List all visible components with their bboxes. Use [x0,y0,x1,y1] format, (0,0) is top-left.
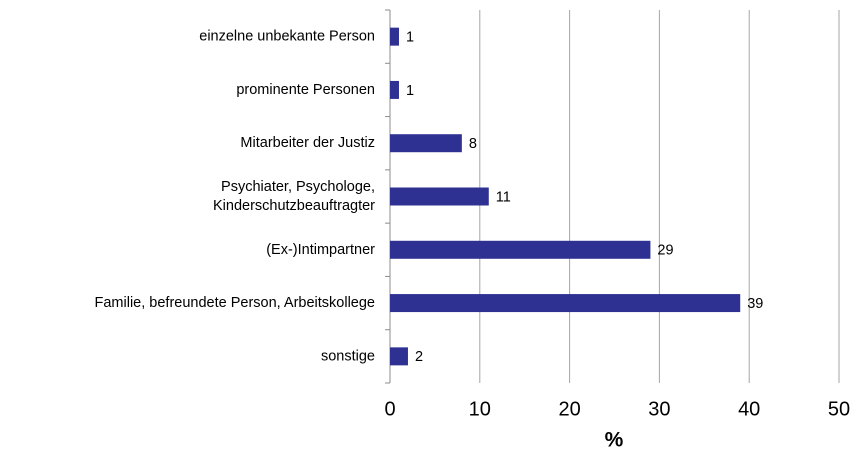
y-tick-label: prominente Personen [236,82,375,98]
y-tick-label: sonstige [321,348,375,364]
value-label: 11 [496,189,511,205]
x-tick-label: 10 [469,398,491,420]
value-label: 2 [415,349,423,365]
x-tick-label: 50 [828,398,850,420]
bar [390,187,489,206]
bar [390,240,651,259]
bar [390,27,399,46]
x-tick-label: 20 [558,398,580,420]
value-label: 1 [406,29,414,45]
value-label: 8 [469,136,477,152]
y-tick-label: einzelne unbekante Person [199,28,375,44]
x-axis-title: % [605,429,624,452]
value-label: 1 [406,83,414,99]
value-label: 29 [657,243,673,259]
y-tick-label: Familie, befreundete Person, Arbeitskoll… [95,295,376,311]
bar [390,294,741,313]
x-tick-label: 40 [738,398,760,420]
x-tick-label: 0 [384,398,395,420]
value-label: 39 [747,296,763,312]
bar [390,347,408,366]
y-tick-label: (Ex-)Intimpartner [266,242,375,258]
y-tick-label: Psychiater, Psychologe, Kinderschutzbeauf… [213,179,375,214]
bar [390,80,399,99]
y-tick-label: Mitarbeiter der Justiz [240,135,375,151]
bar [390,134,462,153]
x-tick-label: 30 [648,398,670,420]
